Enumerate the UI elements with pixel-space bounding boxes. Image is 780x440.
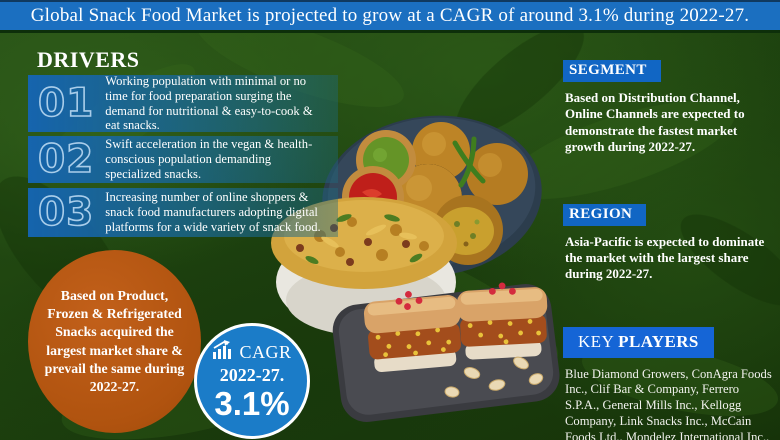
- product-insight-circle: Based on Product, Frozen & Refrigerated …: [28, 250, 201, 433]
- stuffed-bun-left: [363, 291, 461, 373]
- right-column: SEGMENT Based on Distribution Channel, O…: [563, 60, 773, 440]
- banner-title: Global Snack Food Market is projected to…: [30, 5, 750, 26]
- segment-text: Based on Distribution Channel, Online Ch…: [565, 90, 745, 155]
- peanuts: [444, 356, 544, 398]
- cagr-value: 3.1%: [214, 385, 290, 423]
- driver-number-1: 01: [37, 81, 95, 126]
- driver-number-3: 03: [37, 190, 95, 235]
- key-players-list: Blue Diamond Growers, ConAgra Foods Inc.…: [565, 366, 772, 440]
- region-heading: REGION: [563, 203, 647, 226]
- stuffed-bun-right: [456, 282, 548, 360]
- slate-plate: [332, 284, 560, 422]
- driver-card-2: 02 Swift acceleration in the vegan & hea…: [28, 136, 338, 183]
- key-players-section: KEY PLAYERS Blue Diamond Growers, ConAgr…: [563, 326, 773, 440]
- green-chilies: [452, 136, 486, 188]
- region-section: REGION Asia-Pacific is expected to domin…: [563, 203, 773, 283]
- snack-platter: [322, 115, 542, 277]
- fried-snack-balls: [394, 122, 528, 265]
- cagr-period: 2022-27.: [219, 365, 285, 386]
- cagr-badge: CAGR 2022-27. 3.1%: [194, 323, 310, 439]
- driver-text-1: Working population with minimal or no ti…: [105, 74, 313, 133]
- driver-number-2: 02: [37, 137, 95, 182]
- driver-card-3: 03 Increasing number of online shoppers …: [28, 188, 338, 237]
- cagr-label: CAGR: [239, 342, 292, 363]
- segment-heading: SEGMENT: [563, 60, 661, 82]
- segment-section: SEGMENT Based on Distribution Channel, O…: [563, 60, 773, 156]
- driver-text-2: Swift acceleration in the vegan & health…: [105, 137, 313, 181]
- key-players-heading: KEY PLAYERS: [563, 326, 714, 358]
- bar-chart-growth-icon: [212, 340, 234, 365]
- driver-card-1: 01 Working population with minimal or no…: [28, 74, 338, 133]
- chutney-bowls: [342, 130, 416, 228]
- drivers-heading: DRIVERS: [37, 47, 140, 72]
- driver-text-3: Increasing number of online shoppers & s…: [105, 190, 321, 234]
- top-banner: Global Snack Food Market is projected to…: [0, 0, 780, 33]
- product-insight-text: Based on Product, Frozen & Refrigerated …: [44, 287, 185, 394]
- region-text: Asia-Pacific is expected to dominate the…: [565, 233, 765, 282]
